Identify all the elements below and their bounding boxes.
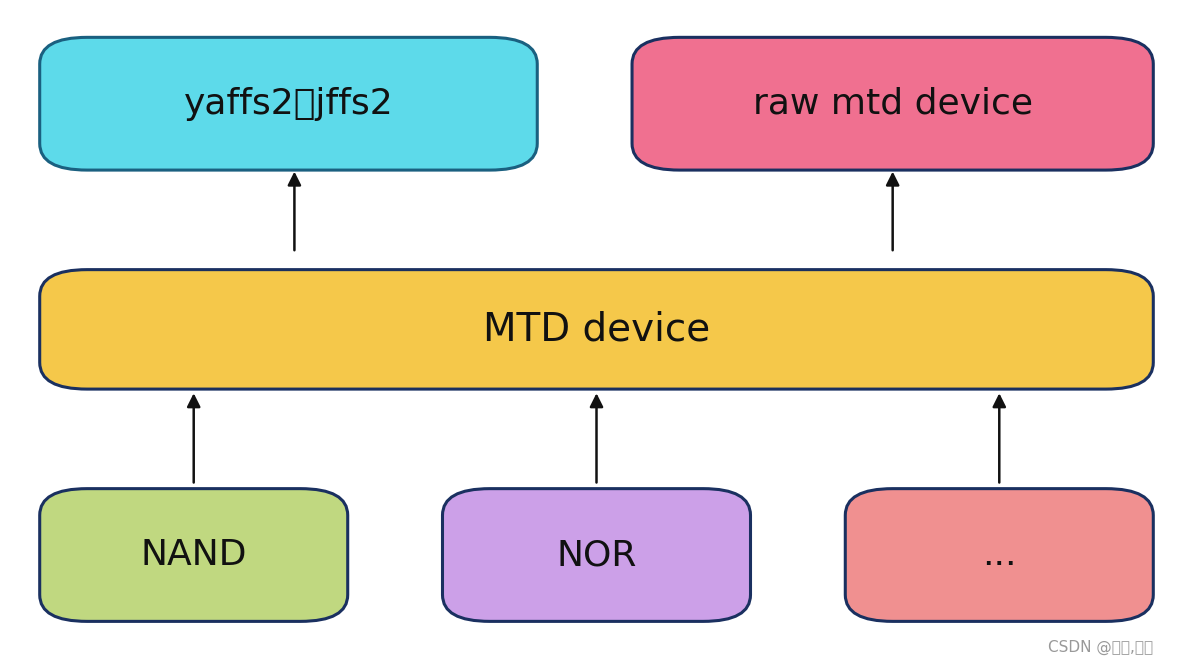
Text: raw mtd device: raw mtd device	[753, 87, 1033, 121]
FancyBboxPatch shape	[39, 269, 1154, 389]
Text: ...: ...	[982, 538, 1016, 572]
FancyBboxPatch shape	[846, 489, 1154, 622]
Text: NOR: NOR	[556, 538, 637, 572]
FancyBboxPatch shape	[39, 489, 347, 622]
FancyBboxPatch shape	[632, 38, 1154, 170]
Text: CSDN @知否,知否: CSDN @知否,知否	[1049, 639, 1154, 655]
FancyBboxPatch shape	[443, 489, 750, 622]
Text: yaffs2、jffs2: yaffs2、jffs2	[184, 87, 394, 121]
Text: NAND: NAND	[141, 538, 247, 572]
FancyBboxPatch shape	[39, 38, 537, 170]
Text: MTD device: MTD device	[483, 310, 710, 348]
